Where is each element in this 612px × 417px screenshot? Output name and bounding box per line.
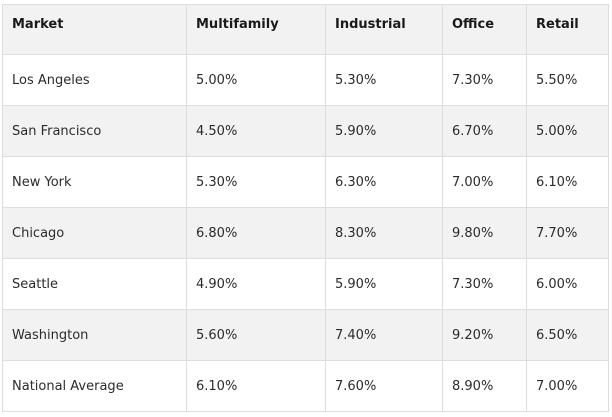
cell-retail: 5.50% [526, 54, 609, 106]
cell-market: Chicago [2, 207, 187, 259]
column-header-office: Office [442, 4, 527, 55]
cell-office: 9.20% [442, 309, 527, 361]
cell-retail: 6.10% [526, 156, 609, 208]
table-row: Washington 5.60% 7.40% 9.20% 6.50% [2, 309, 609, 361]
cell-office: 9.80% [442, 207, 527, 259]
cell-multifamily: 6.10% [186, 360, 326, 412]
cell-office: 7.00% [442, 156, 527, 208]
cell-retail: 6.50% [526, 309, 609, 361]
table-row: Chicago 6.80% 8.30% 9.80% 7.70% [2, 207, 609, 259]
cell-office: 6.70% [442, 105, 527, 157]
cell-retail: 7.70% [526, 207, 609, 259]
cell-multifamily: 5.30% [186, 156, 326, 208]
column-header-market: Market [2, 4, 187, 55]
cell-office: 8.90% [442, 360, 527, 412]
column-header-industrial: Industrial [325, 4, 443, 55]
column-header-multifamily: Multifamily [186, 4, 326, 55]
cell-market: Los Angeles [2, 54, 187, 106]
cell-industrial: 8.30% [325, 207, 443, 259]
cell-industrial: 7.40% [325, 309, 443, 361]
cell-multifamily: 4.90% [186, 258, 326, 310]
cell-market: San Francisco [2, 105, 187, 157]
cell-market: National Average [2, 360, 187, 412]
table-row: Los Angeles 5.00% 5.30% 7.30% 5.50% [2, 54, 609, 106]
cell-multifamily: 5.00% [186, 54, 326, 106]
column-header-retail: Retail [526, 4, 609, 55]
cell-retail: 5.00% [526, 105, 609, 157]
table-row: New York 5.30% 6.30% 7.00% 6.10% [2, 156, 609, 208]
table-row: National Average 6.10% 7.60% 8.90% 7.00% [2, 360, 609, 412]
cell-multifamily: 4.50% [186, 105, 326, 157]
table-row: San Francisco 4.50% 5.90% 6.70% 5.00% [2, 105, 609, 157]
cell-market: New York [2, 156, 187, 208]
cell-retail: 6.00% [526, 258, 609, 310]
cap-rate-table: Market Multifamily Industrial Office Ret… [2, 4, 609, 412]
cell-industrial: 5.90% [325, 105, 443, 157]
cell-industrial: 5.90% [325, 258, 443, 310]
table-row: Seattle 4.90% 5.90% 7.30% 6.00% [2, 258, 609, 310]
cell-industrial: 7.60% [325, 360, 443, 412]
cell-industrial: 6.30% [325, 156, 443, 208]
cell-market: Seattle [2, 258, 187, 310]
cell-office: 7.30% [442, 258, 527, 310]
cell-retail: 7.00% [526, 360, 609, 412]
table-header-row: Market Multifamily Industrial Office Ret… [2, 4, 609, 55]
cell-market: Washington [2, 309, 187, 361]
cell-office: 7.30% [442, 54, 527, 106]
cell-multifamily: 5.60% [186, 309, 326, 361]
cell-multifamily: 6.80% [186, 207, 326, 259]
cell-industrial: 5.30% [325, 54, 443, 106]
